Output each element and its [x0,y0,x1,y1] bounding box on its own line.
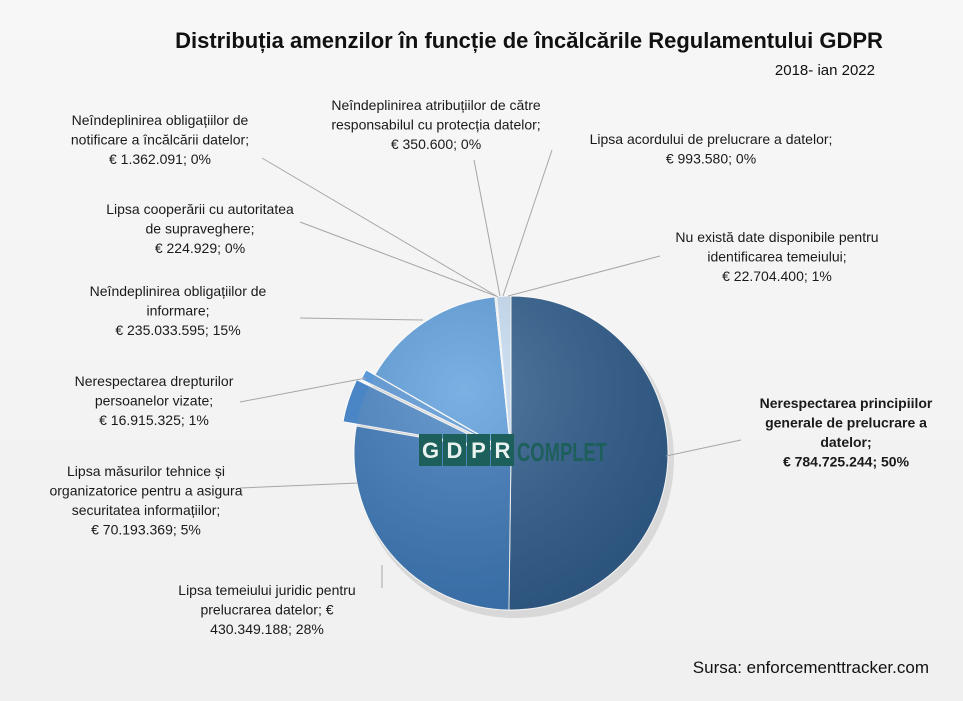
logo-letter: R [495,438,511,463]
slice-label-line: de supraveghere; [146,221,255,237]
slice-label: Nu există date disponibile pentru identif… [675,229,878,284]
chart-subtitle: 2018- ian 2022 [774,62,875,79]
slice-label-line: € 993.580; 0% [666,151,756,167]
slice-label-line: Neîndeplinirea atribuțiilor de către [331,97,541,113]
logo-letter: G [422,438,439,463]
slice-label-line: identificarea temeiului; [707,249,846,265]
leader-line [261,157,499,298]
slice-label-line: informare; [146,303,209,319]
logo-tile [443,434,466,466]
slice-label-line: Neîndeplinirea obligațiilor de [90,283,267,299]
slice-label-line: € 1.362.091; 0% [109,151,211,167]
logo-word: COMPLET [517,437,607,467]
slice-label-line: Lipsa măsurilor tehnice și [67,463,225,479]
slice-label-line: € 784.725.244; 50% [783,454,910,470]
leader-line [239,482,359,489]
logo-tile [467,434,490,466]
slice-label: Neîndeplinirea atribuțiilor de către resp… [331,97,541,152]
slice-label: Lipsa cooperării cu autoritatea de suprav… [106,201,294,256]
slice-label-line: € 350.600; 0% [391,136,481,152]
slice-label: Neîndeplinirea obligațiilor de notificare… [71,112,249,167]
leader-line [299,317,424,321]
slice-label: Lipsa măsurilor tehnice și organizatorice… [49,463,242,538]
leader-line [507,255,661,297]
slice-label-line: € 16.915.325; 1% [99,412,209,428]
leader-line [473,159,501,297]
logo-letter: P [471,438,486,463]
slice-label-line: generale de prelucrare a [765,415,927,431]
slice-label-line: € 224.929; 0% [155,240,245,256]
source-note: Sursa: enforcementtracker.com [692,658,929,677]
logo-letter: D [447,438,463,463]
slice-label: Neîndeplinirea obligațiilor de informare;… [90,283,267,338]
slice-label: Lipsa acordului de prelucrare a datelor;… [590,131,833,167]
slice-label-line: € 70.193.369; 5% [91,522,201,538]
slice-label-line: organizatorice pentru a asigura [49,483,242,499]
slice-label: Nerespectarea principiilor generale de pr… [760,395,933,470]
logo-tile [491,434,514,466]
gdpr-complet-logo: G D P R COMPLET [419,434,607,467]
slice-label-line: Lipsa temeiului juridic pentru [178,582,355,598]
leader-line [299,221,497,297]
slice-label: Lipsa temeiului juridic pentru prelucrare… [178,582,355,637]
slice-label-line: 430.349.188; 28% [210,621,324,637]
slice-label-line: € 235.033.595; 15% [115,322,240,338]
slice-label-line: notificare a încălcării datelor; [71,132,249,148]
slice-label-line: Nu există date disponibile pentru [675,229,878,245]
leader-line [239,377,367,403]
leader-line [665,439,742,457]
slice-label-line: Lipsa cooperării cu autoritatea [106,201,294,217]
slice-label-line: Nerespectarea drepturilor [75,373,234,389]
logo-tile [419,434,442,466]
slice-label-line: Nerespectarea principiilor [760,395,933,411]
slice-label: Nerespectarea drepturilor persoanelor viz… [75,373,234,428]
leader-line [502,149,553,297]
slice-label-line: Lipsa acordului de prelucrare a datelor; [590,131,833,147]
slice-label-line: securitatea informațiilor; [72,502,221,518]
slice-label-line: € 22.704.400; 1% [722,268,832,284]
slice-label-line: Neîndeplinirea obligațiilor de [72,112,249,128]
slice-label-line: prelucrarea datelor; € [200,602,333,618]
slice-label-line: datelor; [820,434,871,450]
slice-label-line: responsabilul cu protecția datelor; [331,117,540,133]
chart-title: Distribuția amenzilor în funcție de încă… [175,28,883,53]
slice-label-line: persoanelor vizate; [95,393,213,409]
